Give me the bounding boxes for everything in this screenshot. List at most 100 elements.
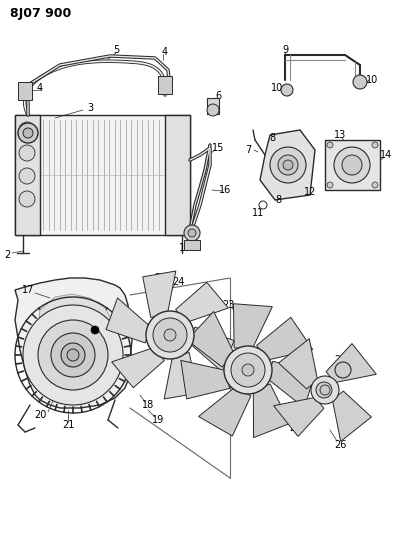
Circle shape: [278, 155, 298, 175]
Text: 23: 23: [222, 300, 234, 310]
Bar: [184, 240, 200, 250]
Circle shape: [242, 364, 254, 376]
Text: 15: 15: [212, 143, 224, 153]
Text: 3: 3: [87, 103, 93, 113]
Text: 21: 21: [62, 420, 74, 430]
Text: 16: 16: [219, 185, 231, 195]
Text: 8J07 900: 8J07 900: [10, 7, 71, 20]
Text: 6: 6: [215, 91, 221, 101]
Text: 20: 20: [34, 410, 46, 420]
Text: 28: 28: [334, 355, 346, 365]
Circle shape: [270, 147, 306, 183]
Polygon shape: [164, 353, 197, 399]
Polygon shape: [38, 294, 120, 390]
Text: 4: 4: [37, 83, 43, 93]
Circle shape: [327, 182, 333, 188]
Polygon shape: [279, 338, 318, 389]
Circle shape: [281, 84, 293, 96]
Circle shape: [18, 123, 38, 143]
Text: 26: 26: [334, 440, 346, 450]
Circle shape: [19, 145, 35, 161]
Circle shape: [146, 311, 194, 359]
Text: 1: 1: [179, 243, 185, 253]
Text: 27: 27: [299, 355, 311, 365]
Circle shape: [327, 142, 333, 148]
Polygon shape: [181, 360, 230, 399]
Circle shape: [164, 329, 176, 341]
Text: 4: 4: [162, 47, 168, 57]
Text: 5: 5: [113, 45, 119, 55]
Circle shape: [372, 182, 378, 188]
Polygon shape: [15, 115, 40, 235]
Circle shape: [316, 382, 332, 398]
Circle shape: [23, 305, 123, 405]
Text: 17: 17: [22, 285, 34, 295]
Bar: [325, 140, 380, 190]
Bar: [15, 115, 190, 235]
Polygon shape: [332, 391, 371, 441]
Text: 23: 23: [154, 273, 166, 283]
Text: 23: 23: [289, 423, 301, 433]
Text: 25: 25: [259, 415, 271, 425]
Polygon shape: [165, 115, 190, 235]
Polygon shape: [106, 298, 151, 343]
Circle shape: [311, 376, 339, 404]
Circle shape: [23, 128, 33, 138]
Circle shape: [353, 75, 367, 89]
Polygon shape: [326, 344, 376, 383]
Polygon shape: [15, 278, 132, 408]
Polygon shape: [143, 271, 176, 317]
Text: 7: 7: [245, 145, 251, 155]
Text: 9: 9: [282, 45, 288, 55]
Circle shape: [19, 122, 35, 138]
Text: 24: 24: [242, 305, 254, 315]
Circle shape: [259, 201, 267, 209]
Circle shape: [335, 362, 351, 378]
Polygon shape: [260, 130, 315, 200]
Text: 19: 19: [152, 415, 164, 425]
Text: 11: 11: [252, 208, 264, 218]
Circle shape: [342, 155, 362, 175]
Circle shape: [224, 346, 272, 394]
Text: 22: 22: [139, 355, 151, 365]
Polygon shape: [233, 304, 272, 349]
Bar: [18, 82, 32, 100]
Circle shape: [231, 353, 265, 387]
Circle shape: [188, 229, 196, 237]
Circle shape: [67, 349, 79, 361]
Circle shape: [91, 326, 99, 334]
Circle shape: [19, 168, 35, 184]
Circle shape: [153, 318, 187, 352]
Text: 10: 10: [271, 83, 283, 93]
Polygon shape: [253, 384, 290, 438]
Circle shape: [207, 104, 219, 116]
Polygon shape: [187, 311, 234, 367]
Text: 14: 14: [380, 150, 392, 160]
Text: 10: 10: [366, 75, 378, 85]
Circle shape: [19, 191, 35, 207]
Circle shape: [334, 147, 370, 183]
Text: 18: 18: [142, 400, 154, 410]
Text: 8: 8: [269, 133, 275, 143]
Text: 13: 13: [334, 130, 346, 140]
Circle shape: [51, 333, 95, 377]
Bar: [158, 76, 172, 94]
Text: 24: 24: [172, 277, 184, 287]
Circle shape: [320, 385, 330, 395]
Circle shape: [372, 142, 378, 148]
Polygon shape: [112, 348, 164, 387]
Text: 2: 2: [4, 250, 10, 260]
Polygon shape: [198, 387, 251, 436]
Polygon shape: [274, 398, 324, 437]
Circle shape: [184, 225, 200, 241]
Polygon shape: [189, 327, 234, 372]
Text: 8: 8: [275, 195, 281, 205]
Polygon shape: [176, 282, 228, 322]
Bar: [207, 98, 219, 114]
Text: 12: 12: [304, 187, 316, 197]
Circle shape: [61, 343, 85, 367]
Polygon shape: [257, 317, 313, 360]
Circle shape: [283, 160, 293, 170]
Circle shape: [38, 320, 108, 390]
Polygon shape: [267, 361, 316, 408]
